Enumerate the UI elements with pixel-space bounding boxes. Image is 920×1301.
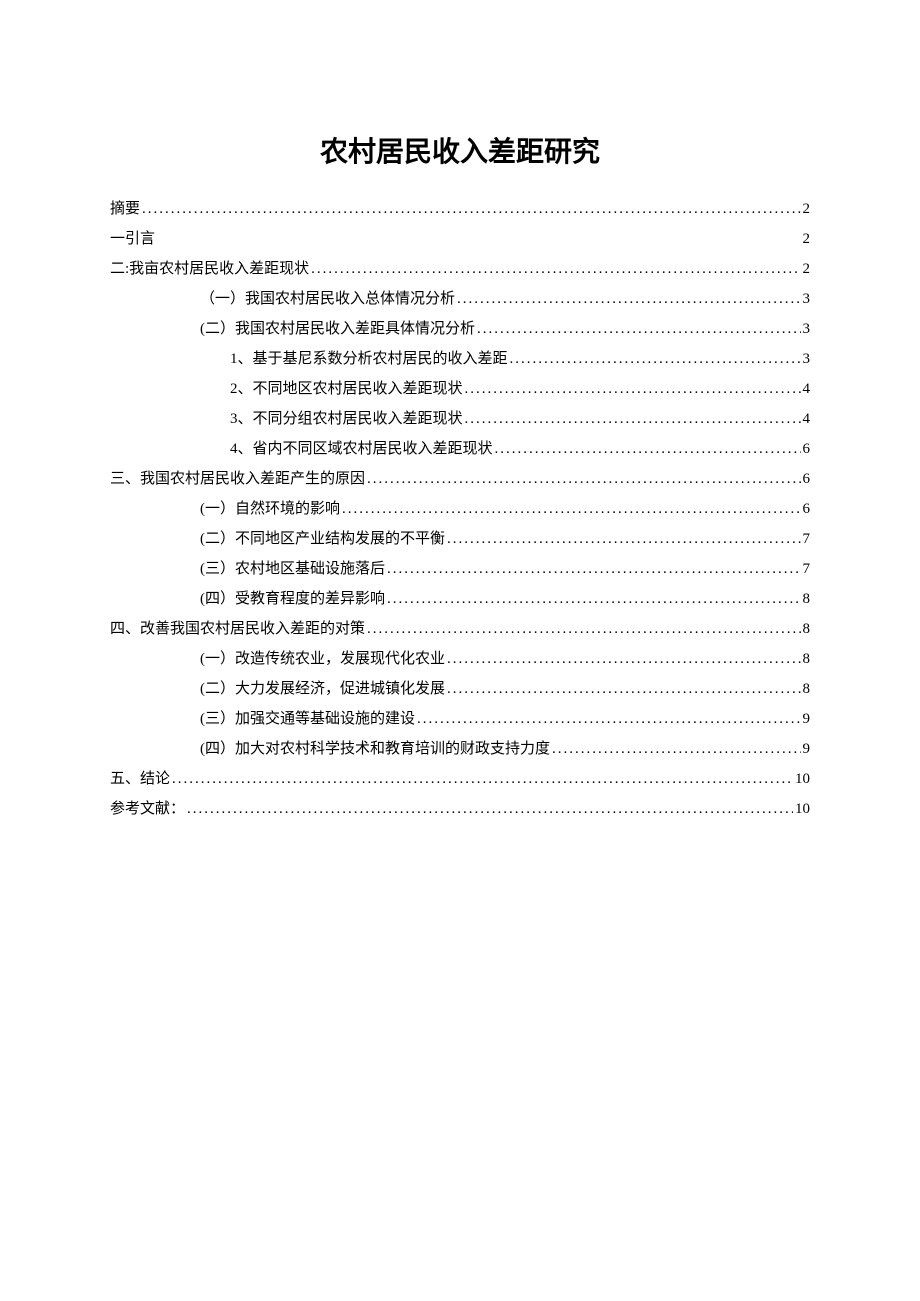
toc-entry: 3、不同分组农村居民收入差距现状 4 — [110, 404, 810, 434]
toc-entry-label: 二:我亩农村居民收入差距现状 — [110, 254, 309, 284]
toc-entry-label: (一）自然环境的影响 — [200, 494, 340, 524]
toc-leader-dots — [365, 464, 800, 494]
toc-entry: 一引言2 — [110, 224, 810, 254]
toc-entry-label: 三、我国农村居民收入差距产生的原因 — [110, 464, 365, 494]
toc-entry: (一）改造传统农业，发展现代化农业 8 — [110, 644, 810, 674]
toc-leader-dots — [550, 734, 801, 764]
toc-entry-label: 五、结论 — [110, 764, 170, 794]
toc-entry-page: 8 — [801, 674, 811, 704]
toc-entry-page: 4 — [801, 404, 811, 434]
toc-leader-dots — [445, 644, 801, 674]
toc-entry-page: 4 — [801, 374, 811, 404]
toc-leader-dots — [185, 794, 793, 824]
toc-entry-page: 7 — [801, 524, 811, 554]
toc-entry-label: (二）不同地区产业结构发展的不平衡 — [200, 524, 445, 554]
toc-leader-dots — [455, 284, 800, 314]
toc-entry-page: 8 — [801, 644, 811, 674]
toc-entry-page: 6 — [801, 464, 811, 494]
toc-leader-dots — [415, 704, 801, 734]
toc-entry-page: 8 — [801, 614, 811, 644]
toc-entry: 摘要 2 — [110, 194, 810, 224]
toc-leader-dots — [475, 314, 801, 344]
toc-entry-label: (四）受教育程度的差异影响 — [200, 584, 385, 614]
toc-entry-page: 2 — [801, 194, 811, 224]
toc-entry: (三）农村地区基础设施落后 7 — [110, 554, 810, 584]
toc-leader-dots — [365, 614, 800, 644]
toc-entry-page: 8 — [801, 584, 811, 614]
toc-entry-page: 3 — [801, 344, 811, 374]
table-of-contents: 摘要2一引言2二:我亩农村居民收入差距现状2（一）我国农村居民收入总体情况分析3… — [110, 194, 810, 824]
toc-entry: 1、基于基尼系数分析农村居民的收入差距 3 — [110, 344, 810, 374]
toc-entry-label: 2、不同地区农村居民收入差距现状 — [230, 374, 463, 404]
toc-entry: 4、省内不同区域农村居民收入差距现状 6 — [110, 434, 810, 464]
toc-entry: (二）我国农村居民收入差距具体情况分析 3 — [110, 314, 810, 344]
toc-leader-dots — [385, 584, 801, 614]
toc-leader-dots — [385, 554, 801, 584]
toc-entry-label: (一）改造传统农业，发展现代化农业 — [200, 644, 445, 674]
toc-entry-label: 4、省内不同区域农村居民收入差距现状 — [230, 434, 493, 464]
toc-entry: 二:我亩农村居民收入差距现状 2 — [110, 254, 810, 284]
toc-entry-page: 9 — [801, 734, 811, 764]
toc-entry-page: 10 — [793, 794, 810, 824]
toc-entry: (三）加强交通等基础设施的建设 9 — [110, 704, 810, 734]
toc-entry-label: 一引言 — [110, 224, 801, 254]
toc-leader-dots — [463, 374, 801, 404]
toc-entry-label: (二）我国农村居民收入差距具体情况分析 — [200, 314, 475, 344]
toc-leader-dots — [493, 434, 801, 464]
toc-entry: 参考文献： 10 — [110, 794, 810, 824]
toc-entry-page: 9 — [801, 704, 811, 734]
toc-entry-label: (二）大力发展经济，促进城镇化发展 — [200, 674, 445, 704]
toc-leader-dots — [340, 494, 801, 524]
toc-entry-label: 3、不同分组农村居民收入差距现状 — [230, 404, 463, 434]
toc-entry: 三、我国农村居民收入差距产生的原因 6 — [110, 464, 810, 494]
toc-entry-label: 1、基于基尼系数分析农村居民的收入差距 — [230, 344, 508, 374]
toc-entry-label: 摘要 — [110, 194, 140, 224]
toc-entry-label: （一）我国农村居民收入总体情况分析 — [200, 284, 455, 314]
toc-entry-label: (四）加大对农村科学技术和教育培训的财政支持力度 — [200, 734, 550, 764]
toc-entry-page: 2 — [801, 224, 811, 254]
toc-entry: 2、不同地区农村居民收入差距现状 4 — [110, 374, 810, 404]
toc-leader-dots — [170, 764, 793, 794]
toc-entry-label: (三）农村地区基础设施落后 — [200, 554, 385, 584]
toc-entry-label: 四、改善我国农村居民收入差距的对策 — [110, 614, 365, 644]
toc-entry: (二）不同地区产业结构发展的不平衡 7 — [110, 524, 810, 554]
toc-leader-dots — [140, 194, 800, 224]
toc-entry-page: 6 — [801, 494, 811, 524]
toc-entry-label: (三）加强交通等基础设施的建设 — [200, 704, 415, 734]
toc-entry-page: 3 — [801, 314, 811, 344]
toc-leader-dots — [508, 344, 801, 374]
toc-entry: (四）受教育程度的差异影响 8 — [110, 584, 810, 614]
toc-entry-page: 3 — [801, 284, 811, 314]
toc-entry: (一）自然环境的影响 6 — [110, 494, 810, 524]
toc-entry-page: 2 — [801, 254, 811, 284]
toc-leader-dots — [445, 524, 801, 554]
toc-entry-page: 10 — [793, 764, 810, 794]
toc-entry: (四）加大对农村科学技术和教育培训的财政支持力度 9 — [110, 734, 810, 764]
toc-leader-dots — [463, 404, 801, 434]
toc-entry: 四、改善我国农村居民收入差距的对策 8 — [110, 614, 810, 644]
toc-entry-label: 参考文献： — [110, 794, 185, 824]
toc-entry: （一）我国农村居民收入总体情况分析 3 — [110, 284, 810, 314]
document-title: 农村居民收入差距研究 — [110, 130, 810, 170]
toc-leader-dots — [309, 254, 800, 284]
toc-entry: 五、结论 10 — [110, 764, 810, 794]
toc-entry-page: 6 — [801, 434, 811, 464]
toc-leader-dots — [445, 674, 801, 704]
toc-entry: (二）大力发展经济，促进城镇化发展 8 — [110, 674, 810, 704]
toc-entry-page: 7 — [801, 554, 811, 584]
